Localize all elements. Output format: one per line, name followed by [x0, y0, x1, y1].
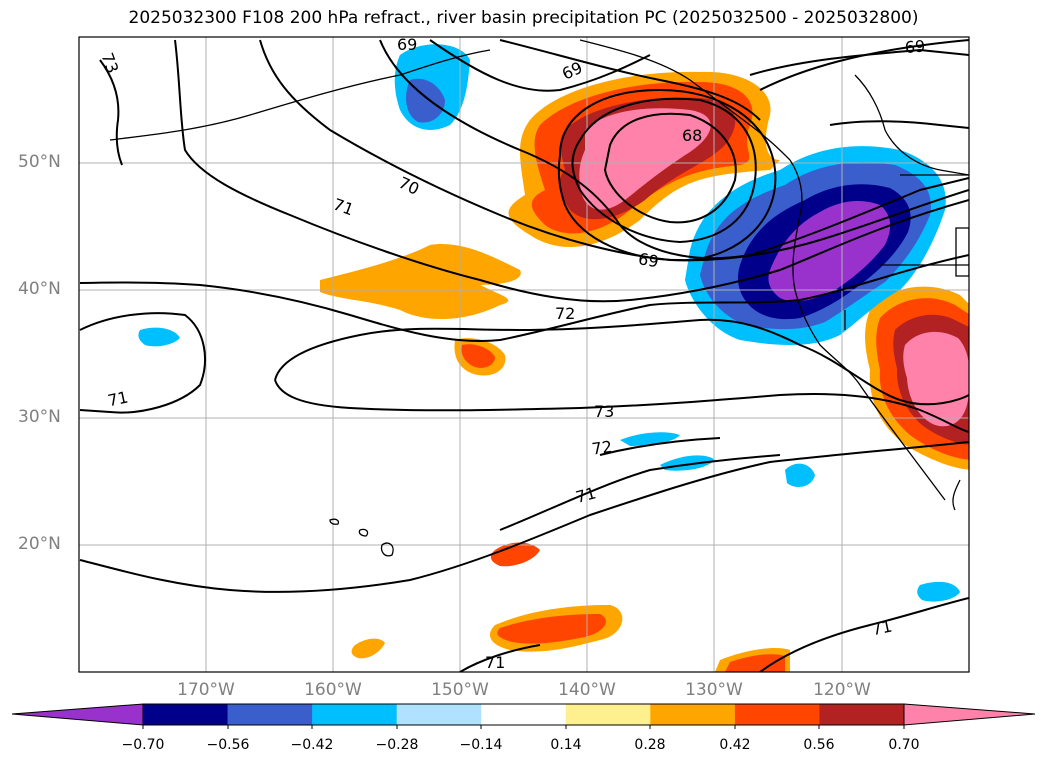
colorbar-tick-label: 0.14	[550, 737, 582, 753]
colorbar	[11, 703, 1036, 729]
lon-label-130w: 130°W	[685, 680, 743, 700]
colorbar-tick-label: −0.70	[121, 737, 165, 753]
contour-label: 72	[555, 304, 575, 323]
map-title: 2025032300 F108 200 hPa refract., river …	[128, 8, 919, 28]
contour-label: 71	[485, 653, 505, 672]
colorbar-tick-label: 0.28	[634, 737, 666, 753]
lat-label-20n: 20°N	[18, 534, 61, 554]
lon-label-160w: 160°W	[304, 680, 362, 700]
lon-label-150w: 150°W	[431, 680, 489, 700]
colorbar-tick-label: −0.56	[206, 737, 250, 753]
coastlines	[109, 39, 969, 557]
lon-label-170w: 170°W	[177, 680, 235, 700]
contour-label: 69	[904, 36, 926, 57]
contour-label: 69	[637, 249, 660, 271]
map-plot-area: 73 69 69 70 71 69 68 72 71 73 72 71 71 7…	[79, 35, 969, 672]
map-frame	[78, 36, 970, 673]
contour-label: 73	[594, 402, 614, 421]
colorbar-tick-label: 0.70	[888, 737, 920, 753]
colorbar-tick-label: −0.28	[375, 737, 419, 753]
colorbar-tick-label: 0.56	[803, 737, 835, 753]
colorbar-tick-label: −0.42	[290, 737, 334, 753]
height-contours	[79, 39, 969, 672]
lon-label-120w: 120°W	[813, 680, 871, 700]
colorbar-extend-high	[903, 703, 1036, 726]
contour-label: 72	[591, 437, 614, 459]
colorbar-segment	[565, 704, 651, 725]
colorbar-extend-low	[11, 703, 144, 726]
colorbar-ticks	[142, 725, 905, 729]
colorbar-segment	[481, 704, 567, 725]
graticule	[79, 37, 969, 672]
colorbar-segments	[142, 703, 905, 726]
contour-label: 71	[106, 388, 130, 411]
colorbar-segment	[143, 704, 229, 725]
lon-label-140w: 140°W	[558, 680, 616, 700]
colorbar-segment	[227, 704, 313, 725]
contour-label: 69	[397, 35, 417, 54]
contour-label: 68	[682, 126, 702, 145]
colorbar-segment	[819, 704, 905, 725]
colorbar-tick-label: −0.14	[459, 737, 503, 753]
contour-label: 71	[870, 617, 894, 640]
lat-label-50n: 50°N	[18, 152, 61, 172]
colorbar-segment	[650, 704, 736, 725]
lat-label-30n: 30°N	[18, 407, 61, 427]
contour-label: 71	[574, 483, 599, 507]
colorbar-segment	[312, 704, 398, 725]
lat-label-40n: 40°N	[18, 279, 61, 299]
colorbar-segment	[396, 704, 482, 725]
colorbar-tick-label: 0.42	[719, 737, 751, 753]
colorbar-segment	[734, 704, 820, 725]
